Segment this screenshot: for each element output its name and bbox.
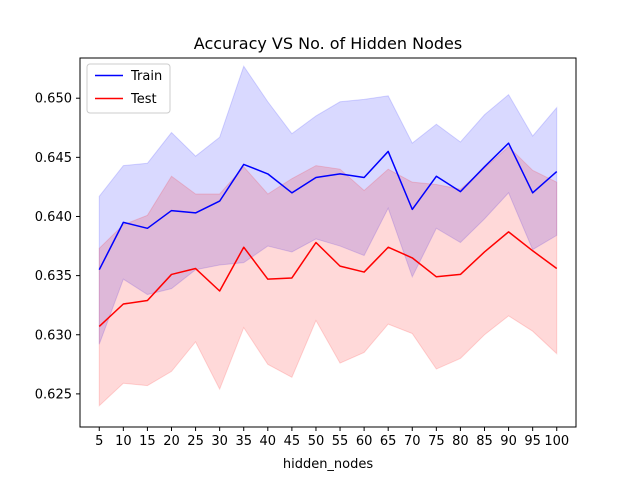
y-tick-label: 0.625	[35, 387, 72, 402]
x-tick-label: 70	[404, 434, 421, 449]
x-tick-label: 65	[380, 434, 397, 449]
x-tick-label: 90	[500, 434, 517, 449]
y-tick-label: 0.645	[35, 151, 72, 166]
x-tick-label: 75	[428, 434, 445, 449]
legend-label-train: Train	[130, 69, 162, 84]
confidence-bands	[98, 65, 558, 407]
band-train	[98, 65, 558, 345]
x-tick-label: 5	[95, 434, 103, 449]
series-line-test	[98, 231, 558, 328]
chart-title: Accuracy VS No. of Hidden Nodes	[194, 34, 462, 53]
x-tick-label: 25	[187, 434, 204, 449]
x-tick-label: 80	[452, 434, 469, 449]
y-axis-ticks: 0.625 0.630 0.635 0.640 0.645 0.650	[35, 92, 80, 402]
band-test	[98, 146, 558, 407]
y-tick-label: 0.635	[35, 269, 72, 284]
x-tick-label: 85	[476, 434, 493, 449]
y-tick-label: 0.650	[35, 92, 72, 107]
x-axis-label: hidden_nodes	[283, 457, 374, 472]
x-tick-label: 45	[284, 434, 301, 449]
series-lines	[98, 142, 558, 328]
y-tick-label: 0.640	[35, 210, 72, 225]
x-tick-label: 30	[211, 434, 228, 449]
legend-label-test: Test	[130, 92, 157, 107]
x-axis-ticks: 5 10 15 20 25 30 35 40 45 50 55 60 65 70 75 80 85 90 95 100	[95, 427, 569, 449]
x-tick-label: 20	[163, 434, 180, 449]
x-tick-label: 40	[260, 434, 277, 449]
x-tick-label: 95	[524, 434, 541, 449]
legend: Train Test	[86, 63, 171, 114]
x-tick-label: 50	[308, 434, 325, 449]
x-tick-label: 100	[544, 434, 569, 449]
x-tick-label: 35	[235, 434, 252, 449]
x-tick-label: 15	[139, 434, 156, 449]
x-tick-label: 60	[356, 434, 373, 449]
y-tick-label: 0.630	[35, 328, 72, 343]
x-tick-label: 55	[332, 434, 349, 449]
x-tick-label: 10	[115, 434, 132, 449]
series-line-train	[98, 142, 558, 271]
plot-frame	[79, 57, 577, 428]
